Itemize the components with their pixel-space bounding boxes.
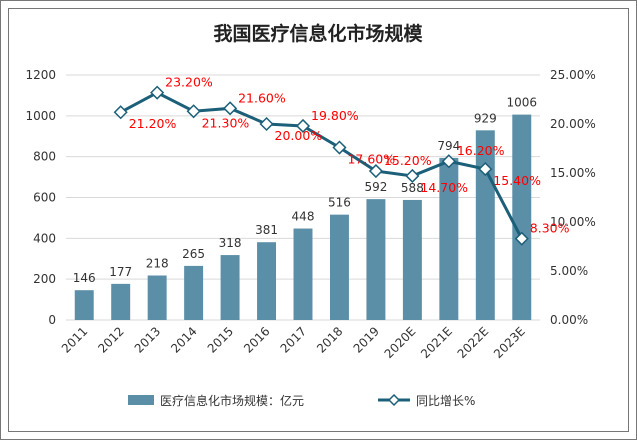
line-marker (186, 104, 201, 119)
line-marker (514, 231, 529, 246)
bar-value-label: 177 (109, 265, 132, 279)
y2-tick-label: 10.00% (550, 215, 596, 229)
bar (111, 283, 131, 320)
x-tick-label: 2016 (241, 324, 272, 355)
y-tick-label: 1200 (25, 68, 56, 82)
line-marker (332, 140, 347, 155)
y2-tick-label: 20.00% (550, 117, 596, 131)
line-value-label: 15.40% (493, 173, 541, 188)
line-marker (478, 162, 493, 177)
line-value-label: 16.20% (457, 143, 505, 158)
bar (366, 199, 386, 320)
line-marker (295, 118, 311, 134)
x-tick-label: 2021E (418, 324, 455, 361)
bar (293, 228, 313, 320)
line-marker (405, 168, 420, 184)
line-value-label: 19.80% (311, 108, 359, 123)
line-value-label: 14.70% (420, 180, 468, 195)
bar (220, 255, 240, 320)
line-value-label: 17.60% (347, 152, 395, 167)
x-tick-label: 2018 (314, 324, 345, 355)
line-value-label: 21.60% (238, 90, 286, 105)
y2-tick-label: 25.00% (550, 68, 596, 82)
y-tick-label: 0 (48, 313, 56, 327)
bar-value-label: 318 (219, 236, 242, 250)
x-tick-label: 2017 (278, 324, 309, 355)
y2-tick-label: 15.00% (550, 166, 596, 180)
bar (74, 290, 94, 320)
line-value-label: 15.20% (384, 153, 432, 168)
line-marker (223, 101, 238, 116)
x-tick-label: 2013 (132, 324, 163, 355)
legend-label: 同比增长% (416, 394, 475, 408)
line-marker (113, 105, 128, 120)
line-value-label: 23.20% (165, 75, 213, 90)
y-tick-label: 800 (33, 150, 56, 164)
bar (184, 265, 204, 320)
line-marker (259, 116, 274, 132)
x-tick-label: 2011 (59, 324, 90, 355)
bar (439, 157, 459, 320)
x-tick-label: 2012 (95, 324, 126, 355)
bar-value-label: 265 (182, 247, 205, 261)
y2-tick-label: 5.00% (550, 264, 588, 278)
bar (147, 275, 167, 320)
y-tick-label: 600 (33, 191, 56, 205)
line-marker (441, 154, 456, 169)
legend-label: 医疗信息化市场规模：亿元 (160, 393, 304, 408)
y-tick-label: 200 (33, 272, 56, 286)
chart-title: 我国医疗信息化市场规模 (213, 22, 423, 45)
line-marker (368, 163, 383, 179)
y-tick-label: 1000 (25, 109, 56, 123)
bar (402, 199, 422, 320)
legend-marker (387, 393, 401, 407)
bar (475, 130, 495, 320)
line (119, 90, 524, 240)
x-tick-label: 2015 (205, 324, 236, 355)
bar-value-label: 146 (73, 271, 96, 285)
x-tick-label: 2020E (382, 324, 419, 361)
bar (329, 214, 349, 320)
bar-value-label: 929 (474, 111, 497, 125)
bar-value-label: 1006 (506, 96, 537, 110)
bar-value-label: 592 (364, 180, 387, 194)
line-value-label: 21.30% (202, 115, 250, 130)
bar (257, 242, 277, 320)
x-tick-label: 2022E (455, 324, 492, 361)
inner-frame (8, 8, 629, 432)
bar-value-label: 448 (292, 210, 315, 224)
bar-value-label: 381 (255, 223, 278, 237)
legend-swatch (128, 395, 154, 405)
y-tick-label: 400 (33, 231, 56, 245)
x-tick-label: 2023E (491, 324, 528, 361)
line-value-label: 21.20% (129, 116, 177, 131)
line-value-label: 8.30% (530, 221, 570, 236)
bar (512, 114, 532, 320)
bar-value-label: 794 (437, 139, 460, 153)
x-tick-label: 2019 (351, 324, 382, 355)
line-marker (150, 85, 165, 100)
x-tick-label: 2014 (168, 324, 199, 355)
bar-value-label: 588 (401, 181, 424, 195)
bar-value-label: 516 (328, 196, 351, 210)
bar-value-label: 218 (146, 256, 169, 270)
y2-tick-label: 0.00% (550, 313, 588, 327)
line-value-label: 20.00% (275, 128, 323, 143)
